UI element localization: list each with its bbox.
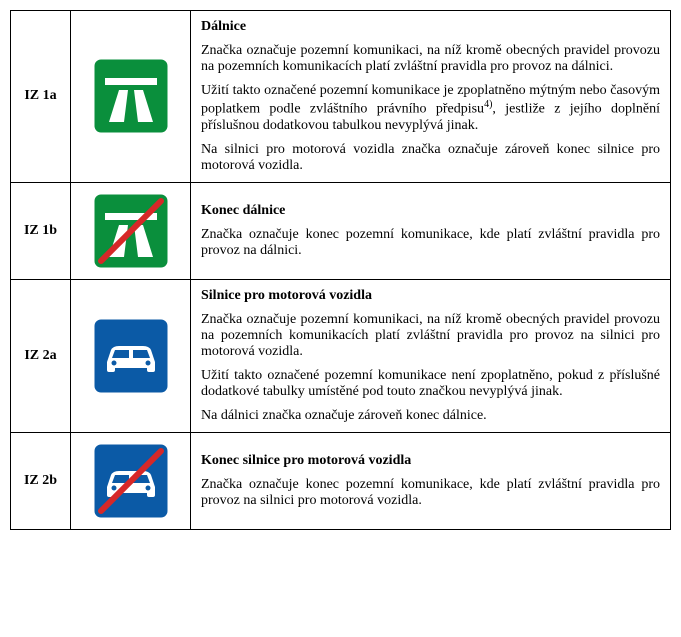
sign-description: Dálnice Značka označuje pozemní komunikac… [191, 11, 671, 183]
sign-paragraph: Značka označuje pozemní komunikaci, na n… [201, 43, 660, 75]
sign-description: Konec dálnice Značka označuje konec pozem… [191, 182, 671, 279]
sign-icon-cell [71, 279, 191, 432]
sign-title: Konec dálnice [201, 203, 660, 219]
sign-paragraph: Značka označuje konec pozemní komunikace… [201, 227, 660, 259]
sign-description: Konec silnice pro motorová vozidla Značka… [191, 432, 671, 529]
sign-code: IZ 1b [11, 182, 71, 279]
motorway-end-icon [91, 191, 171, 271]
sign-paragraph: Užití takto označené pozemní komunikace … [201, 83, 660, 134]
table-row: IZ 2a Silnice pro motorová vozidla Značka… [11, 279, 671, 432]
traffic-signs-table: IZ 1a Dálnice Značka označuje pozemní kom… [10, 10, 671, 530]
sign-title: Konec silnice pro motorová vozidla [201, 453, 660, 469]
sign-paragraph: Na dálnici značka označuje zároveň konec… [201, 408, 660, 424]
sign-title: Silnice pro motorová vozidla [201, 288, 660, 304]
sign-description: Silnice pro motorová vozidla Značka označ… [191, 279, 671, 432]
sign-icon-cell [71, 182, 191, 279]
sign-paragraph: Značka označuje pozemní komunikaci, na n… [201, 312, 660, 360]
table-body: IZ 1a Dálnice Značka označuje pozemní kom… [11, 11, 671, 530]
expressway-icon [91, 316, 171, 396]
sign-paragraph: Na silnici pro motorová vozidla značka o… [201, 142, 660, 174]
sign-code: IZ 2b [11, 432, 71, 529]
sign-icon-cell [71, 432, 191, 529]
sign-icon-cell [71, 11, 191, 183]
table-row: IZ 1b Konec dálnice Značka označuje konec… [11, 182, 671, 279]
sign-code: IZ 1a [11, 11, 71, 183]
sign-title: Dálnice [201, 19, 660, 35]
sign-paragraph: Užití takto označené pozemní komunikace … [201, 368, 660, 400]
expressway-end-icon [91, 441, 171, 521]
footnote-marker: 4) [484, 99, 492, 110]
sign-code: IZ 2a [11, 279, 71, 432]
motorway-icon [91, 56, 171, 136]
table-row: IZ 2b Konec silnice pro motorová vozidla… [11, 432, 671, 529]
table-row: IZ 1a Dálnice Značka označuje pozemní kom… [11, 11, 671, 183]
sign-paragraph: Značka označuje konec pozemní komunikace… [201, 477, 660, 509]
